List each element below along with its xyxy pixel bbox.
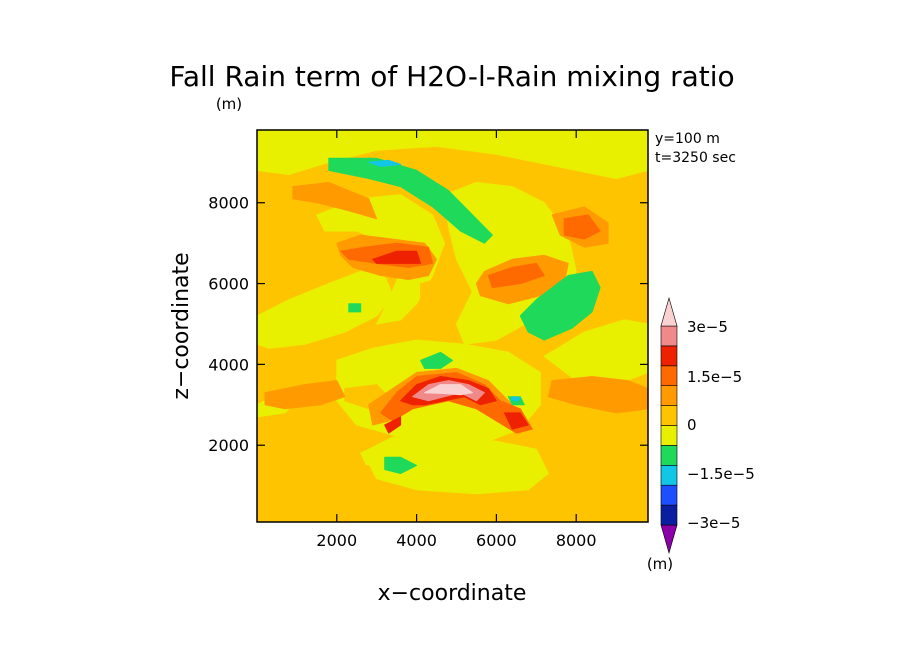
contour-region-pos_low-2 [316, 194, 445, 325]
y-tick-label-2000: 2000 [208, 436, 249, 455]
contour-region-neg_low-30 [420, 351, 453, 369]
colorbar-swatch-9 [660, 345, 678, 367]
contour-region-pos_upper-19 [487, 262, 545, 289]
contour-regions [257, 130, 648, 495]
contour-region-neg_low-28 [328, 157, 493, 244]
contour-region-neg_low-29 [519, 270, 601, 341]
colorbar-swatch-11 [660, 296, 678, 327]
contour-region-neg_mid-34 [368, 159, 402, 167]
x-tick-label-2000: 2000 [316, 531, 357, 550]
contour-region-pos_upper-20 [563, 214, 601, 240]
colorbar-swatch-6 [660, 405, 678, 426]
colorbar-swatch-3 [660, 464, 678, 486]
chart-title: Fall Rain term of H2O-l-Rain mixing rati… [169, 60, 734, 93]
colorbar-swatch-10 [660, 325, 678, 347]
colorbar-label-3e-5: 3e−5 [687, 318, 728, 336]
colorbar-label-1.5e-5: 1.5e−5 [687, 368, 742, 386]
contour-region-pos_mid-12 [292, 182, 378, 220]
colorbar-swatch-7 [660, 385, 678, 406]
colorbar-swatch-5 [660, 425, 678, 446]
contour-region-neg_low-33 [348, 303, 362, 313]
colorbar-swatch-4 [660, 445, 678, 466]
contour-region-pos_mid-16 [547, 376, 648, 414]
y-tick-label-4000: 4000 [208, 355, 249, 374]
y-axis-label: z−coordinate [169, 252, 194, 399]
y-tick-label-6000: 6000 [208, 275, 249, 294]
plot-frame [256, 129, 649, 523]
colorbar-unit: (m) [647, 555, 673, 573]
x-axis-label: x−coordinate [378, 581, 527, 606]
colorbar-labels: 3e−5 1.5e−5 0 −1.5e−5 −3e−5 [687, 318, 755, 532]
colorbar [660, 296, 678, 555]
y-axis: 2000 4000 6000 8000 [208, 194, 648, 455]
colorbar-label-0: 0 [687, 416, 697, 434]
colorbar-swatch-1 [660, 504, 678, 526]
annotation: y=100 m t=3250 sec [655, 131, 736, 166]
colorbar-swatch-2 [660, 484, 678, 506]
y-tick-label-8000: 8000 [208, 194, 249, 213]
contour-region-pos_high-23 [384, 416, 402, 434]
contour-region-pos_max-27 [424, 384, 473, 396]
contour-region-zero-9 [420, 279, 441, 313]
colorbar-label-neg1.5e-5: −1.5e−5 [687, 465, 755, 483]
contour-region-zero-10 [332, 464, 378, 491]
contour-region-pos_high-22 [372, 250, 422, 264]
x-axis: 2000 4000 6000 8000 [316, 130, 597, 550]
annotation-t: t=3250 sec [655, 150, 736, 166]
contour-region-neg_mid-35 [511, 396, 521, 402]
x-tick-label-8000: 8000 [556, 531, 597, 550]
x-tick-label-6000: 6000 [476, 531, 517, 550]
contour-region-pos_low-1 [257, 130, 648, 179]
x-tick-label-4000: 4000 [396, 531, 437, 550]
colorbar-swatch-0 [660, 524, 678, 555]
contour-region-neg_low-31 [384, 456, 418, 474]
contour-region-pos_mid-11 [264, 380, 346, 410]
contour-region-pos_low-0 [257, 270, 394, 349]
colorbar-swatch-8 [660, 365, 678, 386]
contour-region-pos_low-5 [360, 436, 549, 495]
title-unit: (m) [216, 95, 242, 113]
colorbar-label-neg3e-5: −3e−5 [687, 514, 740, 532]
contour-region-pos_high-24 [503, 412, 529, 430]
annotation-y: y=100 m [655, 131, 720, 147]
